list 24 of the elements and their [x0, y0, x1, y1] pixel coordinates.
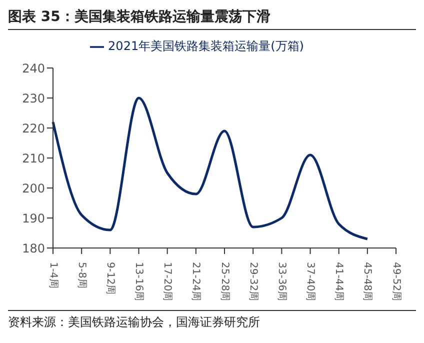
y-tick-label: 240 — [22, 61, 45, 76]
x-tick-label: 37-40周 — [304, 262, 316, 302]
x-tick-label: 29-32周 — [247, 262, 258, 302]
x-tick-label: 9-12周 — [104, 262, 116, 295]
x-tick-label: 17-20周 — [162, 262, 173, 302]
x-tick-label: 1-4周 — [47, 262, 58, 288]
x-tick-label: 5-8周 — [76, 262, 87, 288]
y-tick-label: 190 — [22, 211, 45, 226]
y-tick-label: 220 — [22, 121, 45, 136]
x-tick-label: 49-52周 — [390, 262, 402, 302]
y-tick-label: 200 — [22, 181, 45, 196]
x-tick-label: 33-36周 — [276, 262, 287, 302]
x-tick-label: 45-48周 — [362, 262, 373, 302]
line-series — [52, 96, 369, 240]
y-tick-label: 210 — [22, 151, 45, 166]
y-tick-label: 230 — [22, 91, 45, 106]
legend-label: 2021年美国铁路集装箱运输量(万箱) — [108, 39, 304, 53]
x-tick-label: 21-24周 — [190, 262, 202, 302]
y-tick-label: 180 — [22, 241, 45, 256]
text: 资料来源：美国铁路运输协会，国海证券研究所 — [8, 314, 261, 331]
x-tick-label: 25-28周 — [218, 262, 230, 302]
chart-title: 图表 35：美国集装箱铁路运输量震荡下滑 — [8, 8, 416, 30]
x-tick-label: 13-16周 — [133, 262, 144, 302]
x-tick-label: 41-44周 — [333, 262, 344, 302]
